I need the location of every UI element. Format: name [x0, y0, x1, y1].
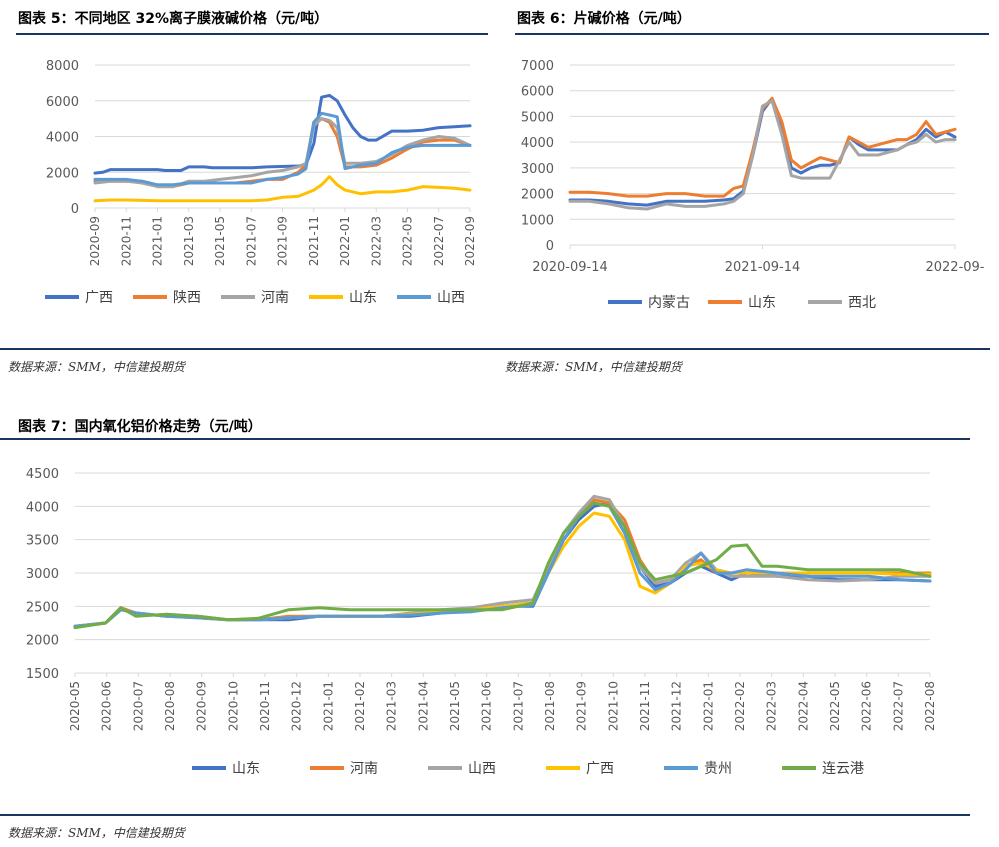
x-tick-label: 2021-02	[353, 681, 367, 731]
fig5-top-rule	[16, 33, 488, 35]
x-tick-label: 2021-03	[385, 681, 399, 731]
x-tick-label: 2020-06	[100, 681, 114, 731]
x-tick-label: 2021-11	[638, 681, 652, 731]
x-tick-label: 2020-05	[68, 681, 82, 731]
legend-label: 河南	[261, 290, 289, 306]
fig5-chart: 0 2000 4000 6000 8000 2020-09 2020-11 2021-01 20…	[45, 59, 477, 306]
y-tick-label: 4000	[46, 131, 79, 146]
y-tick-label: 6000	[46, 95, 79, 110]
x-tick-label: 2022-06	[860, 681, 874, 731]
y-tick-label: 3500	[26, 534, 59, 549]
y-tick-label: 2500	[26, 600, 59, 615]
x-tick-label: 2020-10	[226, 681, 240, 731]
x-tick-label: 2021-05	[448, 681, 462, 731]
legend-label: 贵州	[704, 761, 732, 777]
fig6-chart: 0 1000 2000 3000 4000 5000 6000 7000 2020-09-14 2…	[521, 59, 985, 311]
fig7-top-rule	[0, 438, 970, 440]
y-tick-label: 0	[546, 239, 554, 254]
x-tick-label: 2022-02	[733, 681, 747, 731]
fig7-bottom-rule	[0, 814, 970, 816]
fig6-title: 图表 6：片碱价格（元/吨）	[517, 11, 691, 27]
legend-label: 广西	[85, 290, 113, 306]
x-tick-label: 2022-03	[765, 681, 779, 731]
x-tick-label: 2022-08	[923, 681, 937, 731]
y-tick-label: 7000	[521, 59, 554, 74]
x-tick-label: 2020-11	[258, 681, 272, 731]
legend-label: 山东	[232, 761, 260, 777]
y-tick-label: 5000	[521, 110, 554, 125]
y-tick-label: 3000	[26, 567, 59, 582]
legend-label: 内蒙古	[648, 295, 690, 311]
legend-label: 河南	[350, 761, 378, 777]
x-tick-label: 2021-08	[543, 681, 557, 731]
x-tick-label: 2022-09-	[925, 260, 984, 275]
x-tick-label: 2021-07	[511, 681, 525, 731]
x-tick-label: 2021-09	[276, 216, 290, 266]
x-tick-label: 2021-05	[213, 216, 227, 266]
y-tick-label: 2000	[521, 188, 554, 203]
y-tick-label: 1500	[26, 667, 59, 682]
fig6-top-rule	[515, 33, 989, 35]
x-tick-label: 2021-11	[307, 216, 321, 266]
x-tick-label: 2021-07	[244, 216, 258, 266]
fig6-source: 数据来源：SMM，中信建投期货	[505, 360, 682, 374]
y-tick-label: 4500	[26, 467, 59, 482]
legend-label: 连云港	[822, 761, 864, 777]
x-tick-label: 2022-05	[828, 681, 842, 731]
y-tick-label: 8000	[46, 59, 79, 74]
y-tick-label: 6000	[521, 85, 554, 100]
series-line-山东	[93, 175, 472, 203]
legend-label: 西北	[848, 295, 876, 311]
series-line-广西	[93, 93, 472, 175]
y-tick-label: 3000	[521, 162, 554, 177]
fig7-chart: 1500 2000 2500 3000 3500 4000 4500 2020-05 2020-…	[26, 467, 937, 777]
x-tick-label: 2022-07	[891, 681, 905, 731]
x-tick-label: 2020-07	[131, 681, 145, 731]
legend-label: 山东	[349, 290, 377, 306]
x-tick-label: 2021-01	[151, 216, 165, 266]
x-tick-label: 2020-09	[195, 681, 209, 731]
x-tick-label: 2022-09	[463, 216, 477, 266]
row1-bottom-rule	[0, 348, 990, 350]
x-tick-label: 2021-09-14	[725, 260, 801, 275]
x-tick-label: 2021-12	[670, 681, 684, 731]
y-tick-label: 0	[71, 202, 79, 217]
legend-label: 山东	[748, 295, 776, 311]
y-tick-label: 4000	[26, 500, 59, 515]
x-tick-label: 2022-01	[701, 681, 715, 731]
x-tick-label: 2020-09	[88, 216, 102, 266]
series-line-连云港	[73, 501, 932, 630]
legend-label: 山西	[437, 290, 465, 306]
y-tick-label: 2000	[26, 634, 59, 649]
series-line-西北	[568, 99, 957, 211]
y-tick-label: 4000	[521, 136, 554, 151]
x-tick-label: 2020-08	[163, 681, 177, 731]
fig7-title: 图表 7：国内氧化铝价格走势（元/吨）	[18, 419, 262, 435]
x-tick-label: 2020-09-14	[532, 260, 608, 275]
x-tick-label: 2022-07	[432, 216, 446, 266]
legend-label: 广西	[586, 761, 614, 777]
x-tick-label: 2022-01	[338, 216, 352, 266]
series-line-山东	[568, 96, 957, 198]
x-tick-label: 2022-04	[796, 681, 810, 731]
legend-label: 陕西	[173, 290, 201, 306]
y-tick-label: 2000	[46, 166, 79, 181]
x-tick-label: 2021-03	[182, 216, 196, 266]
y-tick-label: 1000	[521, 213, 554, 228]
x-tick-label: 2021-06	[480, 681, 494, 731]
x-tick-label: 2020-11	[119, 216, 133, 266]
x-tick-label: 2022-03	[369, 216, 383, 266]
x-tick-label: 2021-01	[321, 681, 335, 731]
fig7-source: 数据来源：SMM，中信建投期货	[8, 826, 185, 840]
x-tick-label: 2022-05	[401, 216, 415, 266]
series-line-山西	[93, 111, 472, 187]
series-line-贵州	[73, 501, 932, 628]
fig5-source: 数据来源：SMM，中信建投期货	[8, 360, 185, 374]
fig5-title: 图表 5：不同地区 32%离子膜液碱价格（元/吨）	[18, 11, 329, 27]
legend-label: 山西	[468, 761, 496, 777]
x-tick-label: 2020-12	[290, 681, 304, 731]
x-tick-label: 2021-10	[606, 681, 620, 731]
x-tick-label: 2021-04	[416, 681, 430, 731]
x-tick-label: 2021-09	[575, 681, 589, 731]
